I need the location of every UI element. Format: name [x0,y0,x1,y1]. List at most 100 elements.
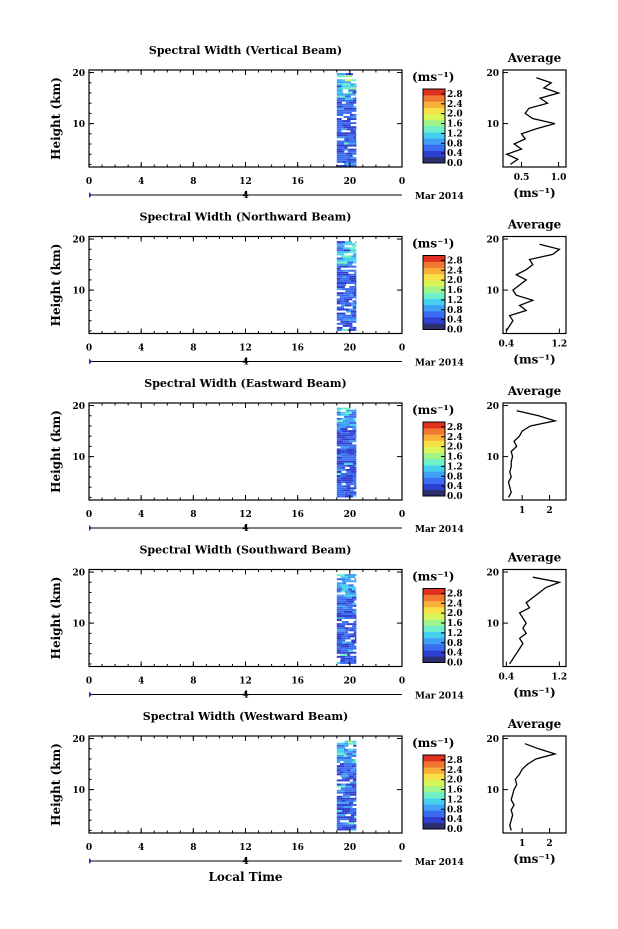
heatmap-cell [346,310,351,313]
heatmap-cell [347,103,354,106]
heatmap-cell [336,322,346,325]
heatmap-cell [354,448,357,451]
heatmap-cell [350,808,357,811]
heatmap-cell [348,430,357,433]
date-axis-marker [89,525,92,531]
heatmap-cell [336,279,344,282]
heatmap-cell [350,590,356,593]
average-y-tick-label: 20 [486,236,499,246]
heatmap-cell [353,426,357,429]
heatmap-cell [354,118,357,121]
average-x-tick-label: 1.2 [552,340,568,350]
heatmap-cell [348,612,356,615]
heatmap-cell [340,659,346,662]
colorbar-tick-label: 1.2 [447,129,463,139]
heatmap-cell [339,423,346,426]
heatmap-cell [352,300,357,303]
heatmap-cell [348,419,356,422]
heatmap-cell [349,432,356,435]
colorbar-swatch [423,255,445,262]
heatmap-cell [347,750,353,753]
heatmap-cell [342,273,351,276]
heatmap-cell [336,284,341,287]
y-tick-label: 10 [72,786,85,796]
y-axis-label: Height (km) [49,77,63,160]
heatmap-cell [345,97,353,100]
heatmap-cell [350,409,357,412]
heatmap-cell [347,134,357,137]
average-title: Average [507,51,562,65]
date-label: Mar 2014 [415,692,464,702]
heatmap-cell [347,464,355,467]
heatmap-cell [336,107,341,110]
heatmap-cell [350,810,357,813]
heatmap-cell [354,647,357,650]
x-tick-label: 20 [344,677,357,687]
average-title: Average [507,384,562,398]
heatmap-cell [336,450,345,453]
heatmap-cell [336,491,345,494]
colorbar-swatch [423,267,445,275]
average-unit: (ms⁻¹) [513,186,555,200]
heatmap-cell [345,81,352,84]
heatmap-cell [349,286,357,289]
heatmap-cell [352,144,357,147]
heatmap-cell [336,598,346,601]
colorbar-swatch [423,489,445,497]
heatmap-cell [336,300,342,303]
colorbar-swatch [423,107,445,114]
heatmap-cell [346,417,354,420]
heatmap-cell [352,454,357,457]
heatmap-cell [336,600,341,603]
heatmap-cell [336,462,344,465]
heatmap-cell [353,485,357,488]
heatmap-cell [351,115,357,118]
heatmap-cell [341,649,349,652]
heatmap-cell [336,156,344,159]
heatmap-cell [336,812,345,815]
colorbar-swatch [423,132,445,139]
heatmap-cell [349,288,355,291]
heatmap-cell [354,150,357,153]
heatmap-cell [336,263,345,266]
heatmap-cell [336,312,342,315]
heatmap-cell [347,606,353,609]
heatmap-cell [353,158,357,161]
heatmap-cell [336,610,344,613]
heatmap-cell [349,797,357,800]
heatmap-cell [349,787,357,790]
x-tick-label: 4 [138,510,144,520]
heatmap-cell [351,444,356,447]
heatmap-cell [336,426,346,429]
x-tick-label: 8 [190,344,196,354]
heatmap-cell [340,477,349,480]
heatmap-cell [344,789,349,792]
heatmap-cell [342,324,350,327]
heatmap-cell [348,452,355,455]
heatmap-cell [342,87,351,90]
heatmap-cell [336,421,345,424]
heatmap-cell [340,277,349,280]
heatmap-cell [345,460,350,463]
heatmap-cell [355,432,357,435]
heatmap-cell [354,637,357,640]
heatmap-cell [336,130,342,133]
heatmap-cell [336,639,346,642]
heatmap-cell [347,281,353,284]
heatmap-cell [353,598,357,601]
heatmap-cell [336,160,343,163]
heatmap-cell [350,140,357,143]
heatmap-cell [336,584,341,587]
heatmap-cell [336,487,344,490]
heatmap-cell [349,651,357,654]
heatmap-cell [343,805,353,808]
heatmap-cell [351,302,355,305]
heatmap-cell [336,797,346,800]
heatmap-cell [353,434,357,437]
heatmap-cell [341,261,348,264]
heatmap-cell [348,765,352,768]
average-y-tick-label: 20 [486,569,499,579]
heatmap-cell [341,417,347,420]
heatmap-cell [349,826,356,829]
heatmap-cell [336,142,345,145]
